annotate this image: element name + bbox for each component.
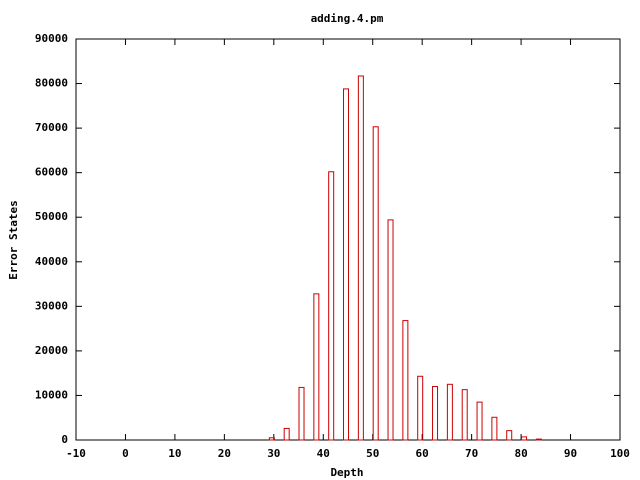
bar <box>357 75 364 441</box>
y-tick-label: 20000 <box>35 344 68 357</box>
bar <box>476 401 483 441</box>
bar <box>313 293 320 441</box>
bar <box>417 375 424 441</box>
x-tick-label: 100 <box>610 447 630 460</box>
y-axis-label: Error States <box>7 200 20 279</box>
y-tick-label: 80000 <box>35 77 68 90</box>
x-tick-label: 50 <box>366 447 379 460</box>
y-tick-label: 0 <box>61 433 68 446</box>
bar <box>328 171 335 441</box>
y-tick-label: 40000 <box>35 255 68 268</box>
bar <box>298 386 305 441</box>
bar <box>268 437 275 441</box>
y-tick-label: 90000 <box>35 32 68 45</box>
x-tick-label: 20 <box>218 447 231 460</box>
bar <box>506 430 513 441</box>
bar <box>446 383 453 441</box>
y-tick-label: 10000 <box>35 388 68 401</box>
x-tick-label: 60 <box>416 447 429 460</box>
y-tick-label: 50000 <box>35 210 68 223</box>
x-tick-label: 10 <box>168 447 181 460</box>
bar <box>491 416 498 441</box>
y-tick-label: 70000 <box>35 121 68 134</box>
bar <box>521 436 528 441</box>
bar <box>372 126 379 441</box>
bar <box>387 219 394 441</box>
x-tick-label: 80 <box>514 447 527 460</box>
bar <box>432 386 439 441</box>
x-tick-label: -10 <box>66 447 86 460</box>
bar <box>402 320 409 441</box>
x-tick-label: 30 <box>267 447 280 460</box>
y-tick-label: 30000 <box>35 299 68 312</box>
x-tick-label: 0 <box>122 447 129 460</box>
x-axis-label: Depth <box>330 466 363 479</box>
x-tick-label: 70 <box>465 447 478 460</box>
bar <box>283 427 290 441</box>
bar <box>461 389 468 441</box>
bar <box>535 438 542 441</box>
chart-title: adding.4.pm <box>311 12 384 25</box>
x-tick-label: 90 <box>564 447 577 460</box>
bar <box>343 88 350 441</box>
x-tick-label: 40 <box>317 447 330 460</box>
y-tick-label: 60000 <box>35 166 68 179</box>
